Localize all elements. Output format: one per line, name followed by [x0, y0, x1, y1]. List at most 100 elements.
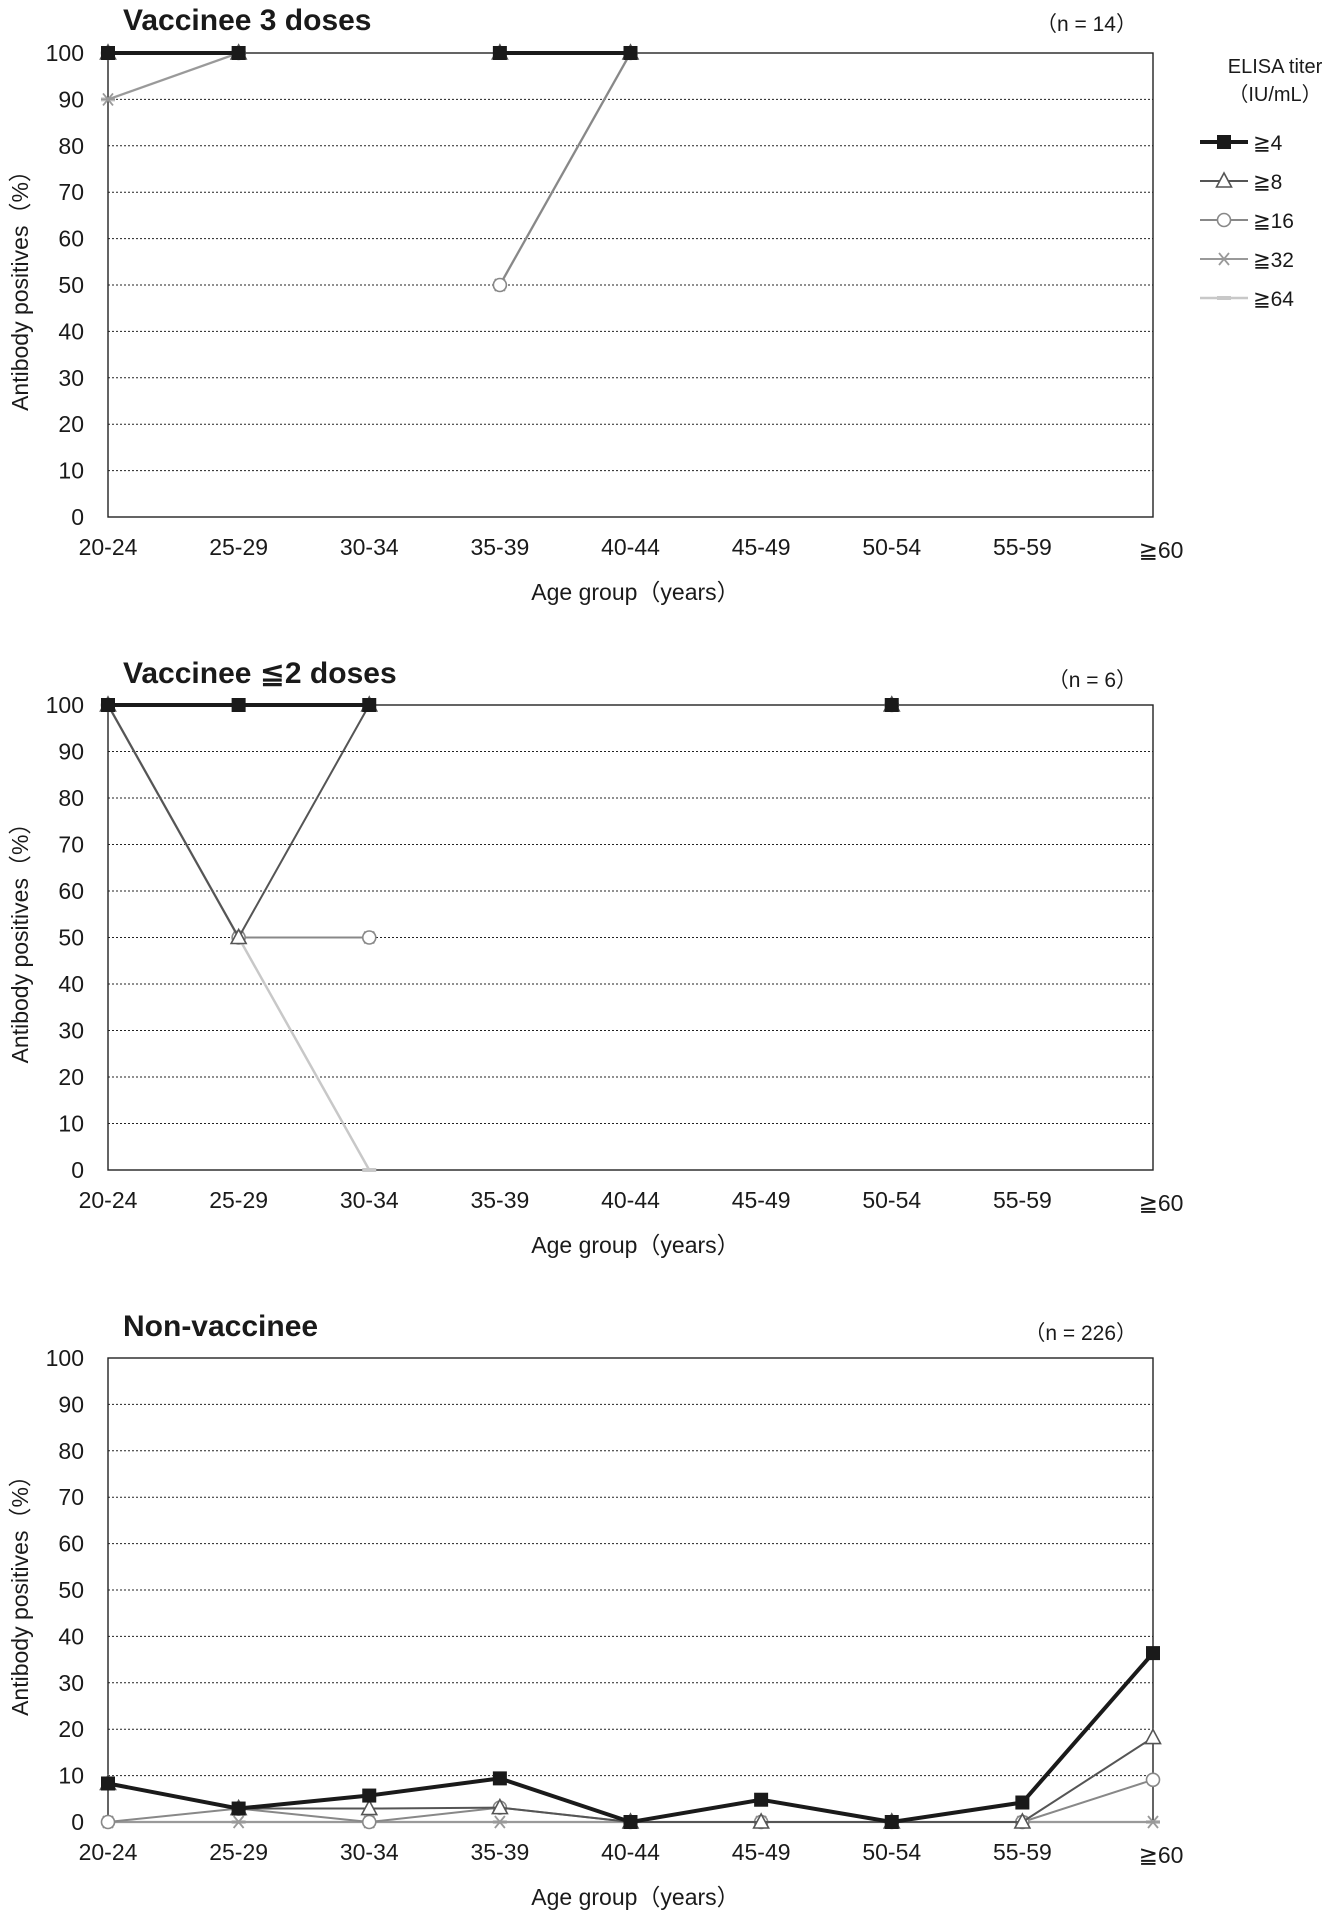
y-tick-label: 70 [58, 1484, 84, 1510]
series-line [107, 52, 239, 101]
x-tick-label: 20-24 [79, 534, 138, 560]
chart-panels: 0 10 20 30 40 50 60 70 80 90 100 20-24 25-29 30-34 35-… [7, 4, 1183, 1910]
y-tick-label: 50 [58, 272, 84, 298]
y-tick-label: 20 [58, 1064, 84, 1090]
data-point [1144, 1727, 1162, 1745]
y-tick-label: 80 [58, 1438, 84, 1464]
legend-marker [1217, 135, 1231, 149]
data-point [884, 698, 899, 712]
y-tick-label: 40 [58, 318, 84, 344]
series-ge32 [101, 46, 638, 292]
data-point [361, 1814, 377, 1830]
data-point [101, 1776, 115, 1791]
legend-marker [1215, 171, 1233, 188]
data-point [1015, 1795, 1030, 1810]
data-point [492, 46, 507, 60]
data-point [754, 1792, 769, 1807]
y-tick-label: 20 [58, 411, 84, 437]
series-ge16 [100, 45, 638, 293]
legend-item-ge64: ≧64 [1200, 288, 1294, 311]
y-tick-label: 70 [58, 179, 84, 205]
chart-panel-2: 0 10 20 30 40 50 60 70 80 90 100 20-24 25-29 30-34 35-… [7, 657, 1183, 1258]
y-tick-label: 70 [58, 832, 84, 858]
series-line [107, 1736, 1154, 1823]
series-line [499, 52, 632, 286]
data-point [101, 698, 115, 712]
data-point [1146, 1646, 1160, 1661]
y-tick-label: 30 [58, 1670, 84, 1696]
legend-items: ≧4 ≧8 ≧16 ≧32 ≧64 [1200, 132, 1294, 311]
x-tick-label: 40-44 [601, 1187, 660, 1213]
data-point [1146, 1815, 1160, 1829]
y-tick-label: 40 [58, 1623, 84, 1649]
legend-label: ≧64 [1253, 288, 1294, 311]
plot-frame [107, 704, 1154, 1171]
data-point [231, 698, 246, 712]
legend-title-line1: ELISA titer [1228, 56, 1323, 78]
y-tick-label: 50 [58, 925, 84, 951]
x-axis-title: Age group（years） [531, 1232, 739, 1258]
x-tick-label: ≧60 [1139, 1190, 1184, 1216]
series-line [107, 704, 371, 940]
legend-item-ge16: ≧16 [1200, 210, 1294, 233]
x-tick-label: ≧60 [1139, 537, 1184, 563]
x-tick-label: 45-49 [732, 534, 791, 560]
chart-panel-1: 0 10 20 30 40 50 60 70 80 90 100 20-24 25-29 30-34 35-… [7, 4, 1183, 605]
data-point [752, 1812, 770, 1829]
x-tick-label: 25-29 [209, 534, 268, 560]
x-tick-label: 55-59 [993, 1187, 1052, 1213]
data-point [229, 927, 248, 945]
data-point [492, 1815, 507, 1829]
legend-item-ge4: ≧4 [1200, 132, 1283, 155]
legend-item-ge32: ≧32 [1200, 249, 1294, 272]
legend-marker [1216, 212, 1232, 228]
x-tick-label: 20-24 [79, 1839, 138, 1865]
x-tick-label: 50-54 [862, 1839, 921, 1865]
legend-marker [1217, 296, 1231, 300]
y-tick-label: 100 [46, 692, 84, 718]
x-tick-label: ≧60 [1139, 1842, 1184, 1868]
series-line [107, 1651, 1155, 1825]
y-tick-label: 80 [58, 785, 84, 811]
y-tick-label: 0 [71, 1157, 84, 1183]
data-point [623, 46, 638, 60]
data-point [623, 1815, 638, 1829]
y-axis-title: Antibody positives（%） [7, 812, 33, 1064]
y-tick-label: 100 [46, 40, 84, 66]
data-point [362, 698, 377, 712]
series-ge4 [101, 1646, 1160, 1829]
y-tick-label: 80 [58, 133, 84, 159]
data-point [101, 92, 115, 106]
x-tick-label: 30-34 [340, 534, 399, 560]
legend-label: ≧32 [1253, 249, 1294, 272]
x-tick-label: 55-59 [993, 1839, 1052, 1865]
x-axis-title: Age group（years） [531, 579, 739, 605]
panel-title: Vaccinee ≦2 doses [123, 657, 397, 690]
y-tick-label: 40 [58, 971, 84, 997]
legend-item-ge8: ≧8 [1200, 171, 1282, 194]
legend-marker [1217, 252, 1231, 266]
y-tick-label: 60 [58, 878, 84, 904]
data-point [1013, 1812, 1032, 1829]
panel-title: Non-vaccinee [123, 1310, 318, 1343]
x-tick-label: 50-54 [862, 534, 921, 560]
y-axis-title: Antibody positives（%） [7, 159, 33, 411]
legend-label: ≧16 [1253, 210, 1294, 233]
legend: ELISA titer （IU/mL） ≧4 ≧8 ≧16 ≧32 ≧64 [1200, 56, 1323, 311]
x-tick-label: 25-29 [209, 1839, 268, 1865]
y-tick-label: 10 [58, 458, 84, 484]
y-tick-label: 90 [58, 1391, 84, 1417]
y-tick-label: 90 [58, 86, 84, 112]
x-tick-label: 35-39 [470, 1187, 529, 1213]
x-tick-label: 35-39 [470, 534, 529, 560]
series-ge4 [101, 698, 899, 712]
data-point [362, 1168, 377, 1172]
y-tick-label: 30 [58, 365, 84, 391]
x-tick-label: 20-24 [79, 1187, 138, 1213]
y-axis-title: Antibody positives（%） [7, 1464, 33, 1716]
data-point [491, 1797, 509, 1815]
x-tick-label: 35-39 [470, 1839, 529, 1865]
x-tick-label: 25-29 [209, 1187, 268, 1213]
series-line [107, 704, 370, 939]
